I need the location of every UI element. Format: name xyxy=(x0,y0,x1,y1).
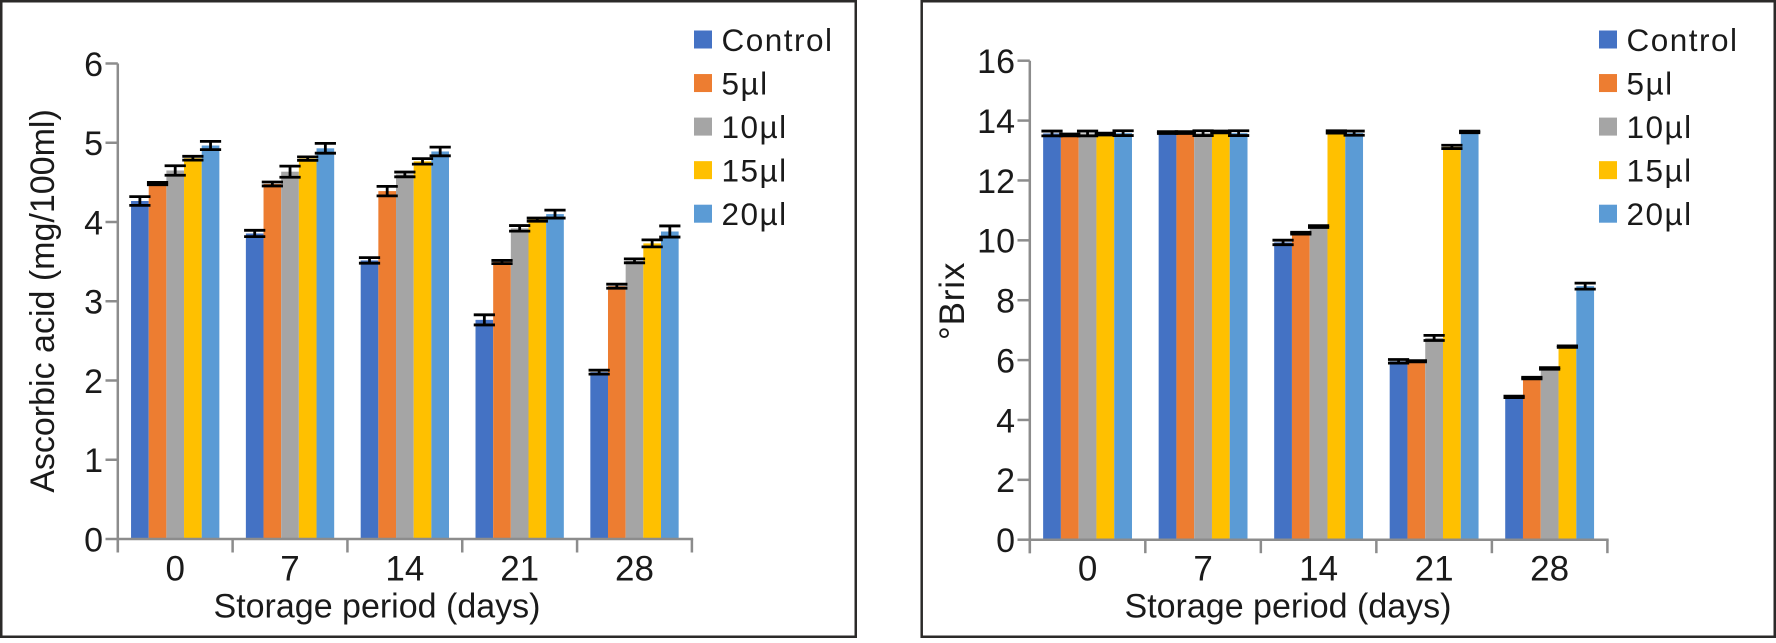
svg-text:0: 0 xyxy=(996,522,1015,560)
svg-text:21: 21 xyxy=(500,550,539,589)
svg-text:20µl: 20µl xyxy=(1627,196,1693,232)
svg-text:14: 14 xyxy=(385,550,424,589)
svg-text:10µl: 10µl xyxy=(722,109,788,145)
svg-text:16: 16 xyxy=(977,43,1015,81)
svg-text:4: 4 xyxy=(996,402,1015,440)
svg-text:15µl: 15µl xyxy=(722,153,788,189)
svg-text:2: 2 xyxy=(84,363,103,401)
svg-text:0: 0 xyxy=(1078,550,1097,589)
svg-text:7: 7 xyxy=(280,550,299,589)
svg-text:0: 0 xyxy=(84,521,103,559)
svg-text:Storage period (days): Storage period (days) xyxy=(1125,588,1452,626)
svg-text:12: 12 xyxy=(977,163,1015,201)
svg-text:Storage period (days): Storage period (days) xyxy=(214,588,541,626)
svg-text:2: 2 xyxy=(996,462,1015,500)
svg-text:10: 10 xyxy=(977,223,1015,261)
svg-text:5: 5 xyxy=(84,125,103,163)
svg-text:1: 1 xyxy=(84,442,103,480)
svg-text:Control: Control xyxy=(1627,22,1739,58)
svg-text:°Brix: °Brix xyxy=(933,262,972,340)
svg-text:Control: Control xyxy=(722,22,834,58)
svg-text:10µl: 10µl xyxy=(1627,109,1693,145)
svg-text:5µl: 5µl xyxy=(722,66,769,102)
svg-text:14: 14 xyxy=(1299,550,1338,589)
svg-text:6: 6 xyxy=(84,46,103,84)
svg-text:6: 6 xyxy=(996,342,1015,380)
svg-text:8: 8 xyxy=(996,283,1015,321)
svg-text:Ascorbic acid (mg/100ml): Ascorbic acid (mg/100ml) xyxy=(24,109,62,493)
svg-text:20µl: 20µl xyxy=(722,196,788,232)
svg-text:7: 7 xyxy=(1193,550,1212,589)
svg-text:3: 3 xyxy=(84,284,103,322)
svg-text:21: 21 xyxy=(1415,550,1454,589)
svg-text:28: 28 xyxy=(1530,550,1569,589)
svg-text:4: 4 xyxy=(84,204,103,242)
svg-text:5µl: 5µl xyxy=(1627,66,1674,102)
svg-text:0: 0 xyxy=(165,550,184,589)
svg-text:14: 14 xyxy=(977,103,1015,141)
svg-text:15µl: 15µl xyxy=(1627,153,1693,189)
svg-text:28: 28 xyxy=(615,550,654,589)
